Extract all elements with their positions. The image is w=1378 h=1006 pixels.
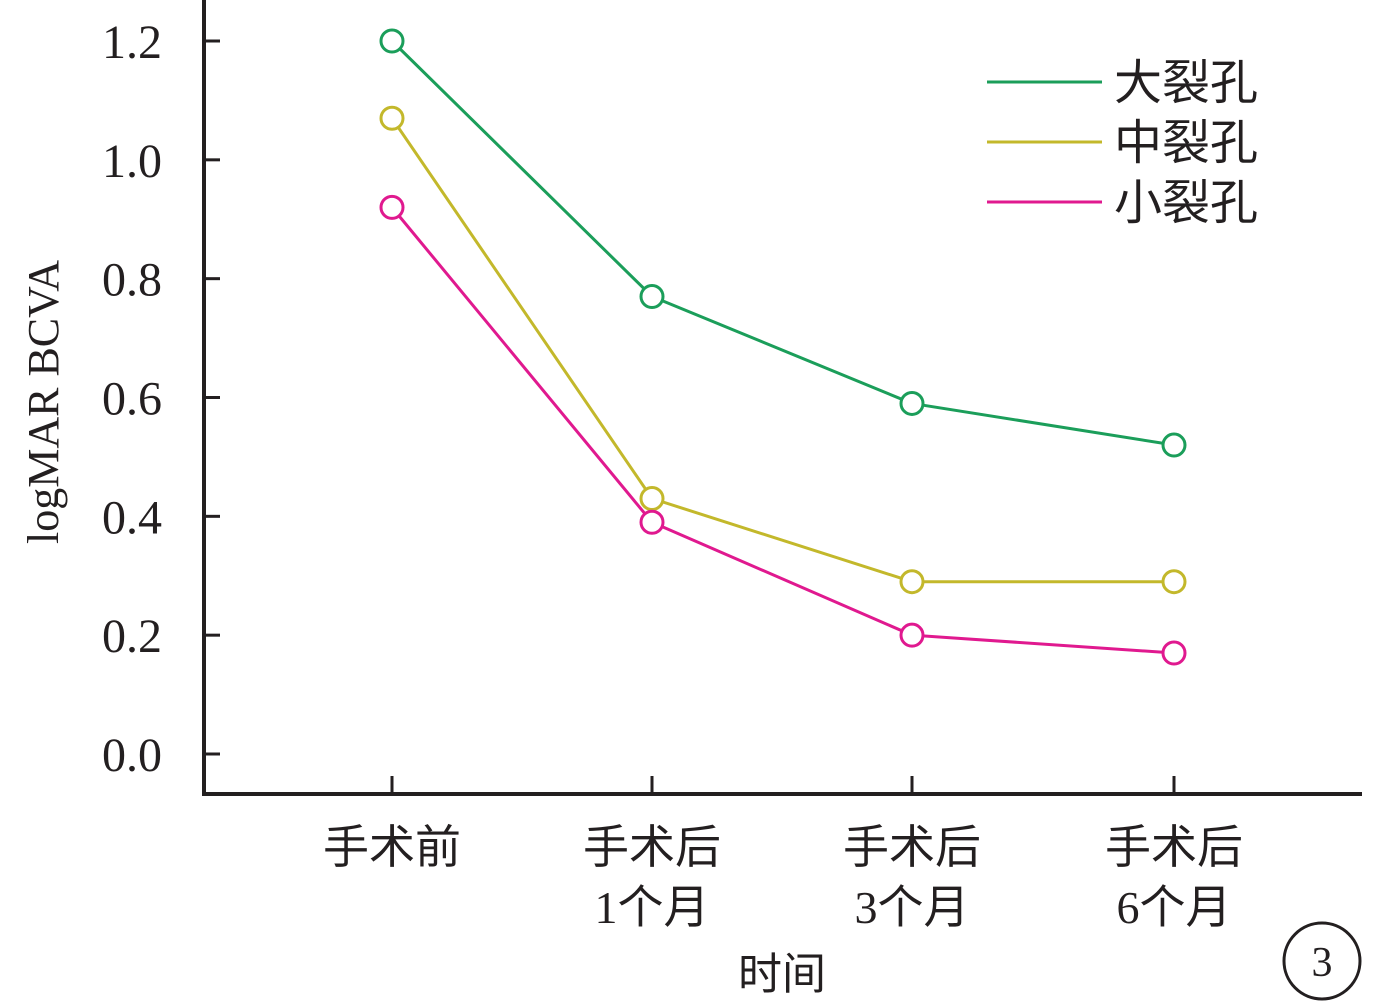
data-point — [379, 105, 405, 131]
series-大裂孔 — [379, 28, 1187, 458]
data-point — [899, 390, 925, 416]
x-tick-label: 3个月 — [855, 882, 970, 933]
legend-label: 大裂孔 — [1114, 57, 1258, 110]
x-tick-label: 6个月 — [1117, 882, 1232, 933]
y-tick-label: 1.2 — [102, 16, 162, 69]
data-point — [1161, 432, 1187, 458]
data-point — [639, 283, 665, 309]
y-axis-ticks: 0.0 0.2 0.4 0.6 0.8 1.0 1.2 — [102, 16, 220, 782]
y-tick-label: 0.6 — [102, 373, 162, 426]
y-tick-label: 0.2 — [102, 610, 162, 663]
data-point — [1161, 640, 1187, 666]
data-point — [899, 569, 925, 595]
data-point — [639, 486, 665, 512]
data-point — [639, 509, 665, 535]
x-axis-ticks: 手术前 手术后 1个月 手术后 3个月 手术后 6个月 — [323, 776, 1243, 933]
y-tick-label: 0.8 — [102, 254, 162, 307]
y-axis-label: logMAR BCVA — [19, 260, 68, 544]
panel-badge: 3 — [1282, 921, 1362, 1001]
x-tick-label: 手术后 — [583, 822, 721, 873]
panel-label: 3 — [1312, 940, 1333, 986]
legend-label: 小裂孔 — [1114, 177, 1258, 230]
x-tick-label: 手术后 — [1105, 822, 1243, 873]
y-tick-label: 0.4 — [102, 491, 162, 544]
x-axis-label: 时间 — [738, 950, 826, 999]
x-tick-label: 手术后 — [843, 822, 981, 873]
series-中裂孔 — [379, 105, 1187, 595]
panel-badge-circle — [1282, 921, 1362, 1001]
y-tick-label: 1.0 — [102, 135, 162, 188]
series-line — [390, 206, 1175, 655]
data-point — [379, 28, 405, 54]
series-line — [390, 117, 1174, 584]
data-point — [379, 194, 405, 220]
series-layer — [379, 28, 1187, 666]
data-point — [899, 622, 925, 648]
x-tick-label: 1个月 — [595, 882, 710, 933]
series-line — [390, 39, 1175, 447]
series-小裂孔 — [379, 194, 1187, 666]
data-point — [1161, 569, 1187, 595]
x-tick-label: 手术前 — [323, 822, 461, 873]
y-tick-label: 0.0 — [102, 729, 162, 782]
legend-label: 中裂孔 — [1114, 117, 1258, 170]
